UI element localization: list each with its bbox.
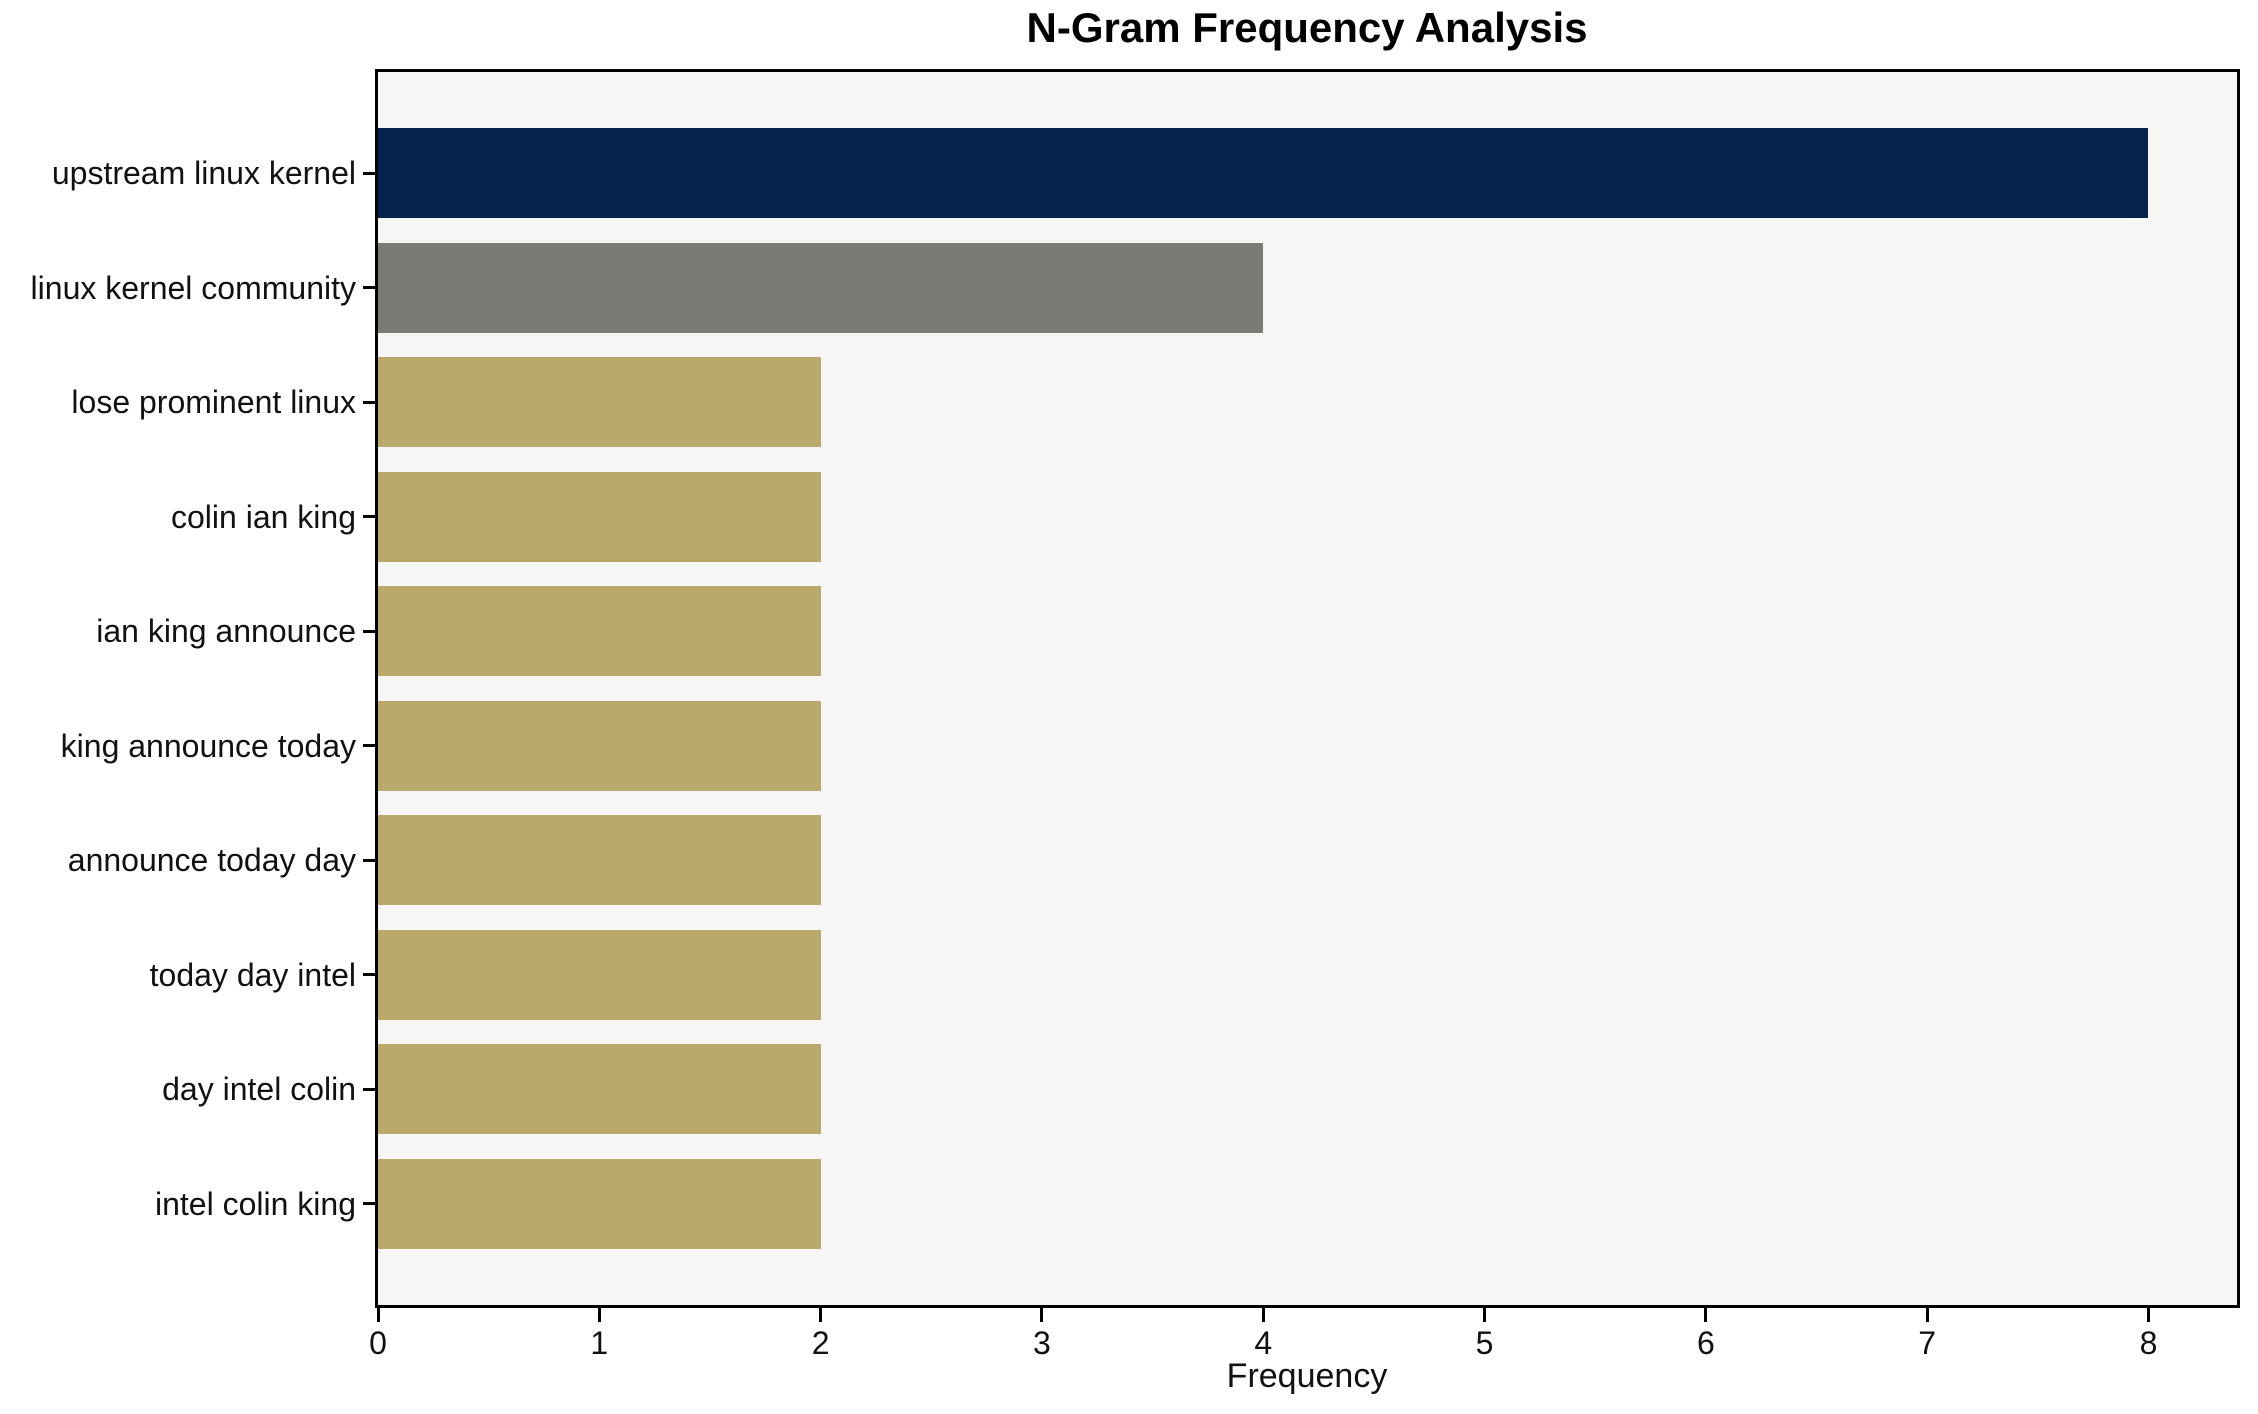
y-tick-label-upstream-linux-kernel: upstream linux kernel [51,155,356,191]
y-tick-label-today-day-intel: today day intel [149,956,356,993]
y-tick [363,858,377,862]
x-tick [597,1308,601,1322]
x-tick [2146,1308,2150,1322]
bar-colin-ian-king [378,471,821,562]
plot-inner [378,72,2237,1305]
y-tick-label-king-announce-today: king announce today [60,727,356,764]
x-tick-label-8: 8 [2139,1325,2158,1361]
y-tick [363,629,377,633]
x-tick [819,1308,823,1322]
x-axis-label: Frequency [1226,1357,1388,1395]
bar-day-intel-colin [378,1044,821,1134]
y-tick [363,171,377,175]
x-tick [1704,1308,1708,1322]
x-tick-label-6: 6 [1696,1325,1715,1361]
x-tick [376,1308,380,1322]
x-tick-label-0: 0 [369,1325,387,1361]
y-tick [363,1202,377,1205]
x-tick [1040,1308,1044,1322]
x-tick-label-7: 7 [1918,1325,1937,1361]
x-tick-label-1: 1 [590,1325,609,1361]
x-tick [1483,1308,1487,1322]
chart-title: N-Gram Frequency Analysis [1026,4,1588,51]
y-tick [363,400,377,404]
y-tick-label-announce-today-day: announce today day [67,842,356,878]
bar-ian-king-announce [378,586,821,676]
y-tick [363,1087,377,1091]
x-tick-label-4: 4 [1254,1325,1273,1361]
y-tick-label-intel-colin-king: intel colin king [155,1185,356,1222]
y-tick-label-linux-kernel-community: linux kernel community [30,269,356,306]
x-tick-label-3: 3 [1033,1325,1051,1361]
y-tick-label-day-intel-colin: day intel colin [162,1071,356,1107]
y-tick [363,286,377,289]
bar-today-day-intel [378,929,821,1020]
x-tick-label-5: 5 [1475,1325,1494,1361]
bar-linux-kernel-community [378,242,1264,333]
x-tick [1261,1308,1265,1322]
y-tick [363,515,377,518]
y-tick [363,973,377,976]
y-tick-label-colin-ian-king: colin ian king [171,498,356,535]
x-tick-label-2: 2 [811,1325,830,1361]
bar-intel-colin-king [378,1158,821,1249]
plot-area [375,69,2240,1308]
bar-king-announce-today [378,700,821,791]
y-tick [363,744,377,747]
y-tick-label-lose-prominent-linux: lose prominent linux [71,384,356,420]
bar-announce-today-day [378,815,821,905]
bar-lose-prominent-linux [378,357,821,447]
y-tick-label-ian-king-announce: ian king announce [96,613,356,649]
bar-upstream-linux-kernel [378,128,2149,218]
x-tick [1925,1308,1929,1322]
